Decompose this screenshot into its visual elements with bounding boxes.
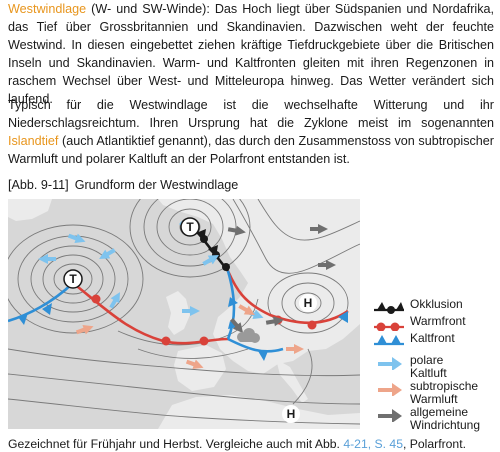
- legend-general-wind-line2: Windrichtung: [410, 418, 481, 432]
- paragraph-westwindlage: Westwindlage (W- und SW-Winde): Das Hoch…: [8, 0, 494, 108]
- figure-reference-link[interactable]: 4-21, S. 45: [343, 437, 403, 451]
- subtropical-air-arrows: [75, 304, 304, 370]
- legend-polar-air-line2: Kaltluft: [410, 366, 447, 380]
- warm-front-line-2: [226, 270, 349, 325]
- figure-caption-after: , Polarfront.: [402, 437, 466, 451]
- cold-front-line-2: [227, 337, 284, 353]
- legend-subtropical-air-line1: subtropische: [410, 379, 479, 393]
- low-scandinavia-circle: [180, 217, 200, 237]
- legend-cold-front-label: Kaltfront: [410, 331, 455, 345]
- legend-subtropical-air-label: subtropische Warmluft: [410, 380, 500, 406]
- general-wind-arrows: [227, 224, 336, 334]
- high-central-label: H: [304, 296, 313, 310]
- term-islandtief: Islandtief: [8, 134, 59, 148]
- land-italy: [276, 359, 308, 403]
- cloud-icon: [237, 328, 260, 343]
- low-atlantic-circle: [63, 269, 83, 289]
- legend-warm-front-label: Warmfront: [410, 314, 466, 328]
- figure-caption: Gezeichnet für Frühjahr und Herbst. Verg…: [8, 436, 466, 452]
- low-atlantic-label: T: [69, 272, 77, 286]
- land-north-africa: [158, 395, 360, 429]
- legend-polar-air-line1: polare: [410, 353, 444, 367]
- cold-front-line-1: [8, 282, 74, 323]
- figure-caption-before: Gezeichnet für Frühjahr und Herbst. Verg…: [8, 437, 344, 451]
- high-south-circle: [282, 405, 300, 423]
- pressure-centers: T T H H: [63, 217, 317, 423]
- land-britain: [166, 291, 190, 335]
- paragraph-origin: Typisch für die Westwindlage ist die wec…: [8, 96, 494, 168]
- paragraph-westwindlage-text: (W- und SW-Winde): Das Hoch liegt über S…: [8, 2, 494, 106]
- front-symbols: [18, 229, 348, 361]
- isobars: [8, 199, 360, 425]
- high-south-label: H: [287, 407, 296, 421]
- warm-front-icon: [374, 322, 404, 331]
- legend-general-wind-label: allgemeine Windrichtung: [410, 406, 500, 432]
- legend-polar-air-label: polare Kaltluft: [410, 354, 500, 380]
- general-wind-arrow-icon: [378, 409, 402, 422]
- legend-general-wind-line1: allgemeine: [410, 405, 469, 419]
- warm-front-line-1: [72, 281, 229, 345]
- figure-label: [Abb. 9-11]: [8, 178, 69, 192]
- land-masses: [8, 199, 360, 429]
- paragraph-origin-text-after: (auch Atlantiktief genannt), das durch d…: [8, 134, 494, 166]
- polar-air-arrow-icon: [378, 357, 402, 370]
- occlusion-symbols: [196, 229, 230, 271]
- figure-title: Grundform der Westwindlage: [74, 178, 239, 192]
- cold-front-line-3: [226, 270, 236, 340]
- land-europe: [158, 199, 360, 374]
- paragraph-origin-text-before: Typisch für die Westwindlage ist die wec…: [8, 98, 494, 130]
- land-greenland: [8, 199, 52, 221]
- high-central-circle: [299, 294, 317, 312]
- term-westwindlage: Westwindlage: [8, 2, 87, 16]
- cold-front-symbols: [18, 297, 348, 361]
- subtropical-air-arrow-icon: [378, 383, 402, 396]
- weather-map: T T H H: [8, 199, 360, 429]
- legend-occlusion-label: Okklusion: [410, 297, 463, 311]
- legend-subtropical-air-line2: Warmluft: [410, 392, 458, 406]
- cold-front-icon: [374, 335, 404, 346]
- figure-heading: [Abb. 9-11] Grundform der Westwindlage: [8, 176, 238, 194]
- occlusion-icon: [374, 302, 404, 314]
- low-scandinavia-label: T: [186, 220, 194, 234]
